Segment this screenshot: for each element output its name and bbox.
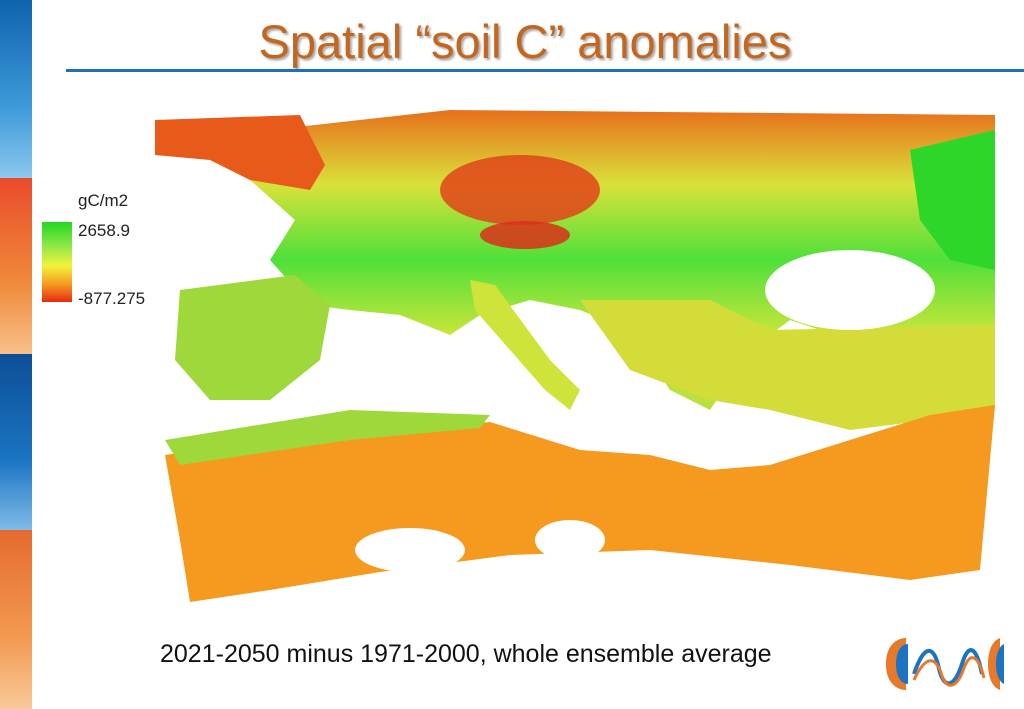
decorative-sidebar bbox=[0, 0, 32, 709]
italy bbox=[470, 280, 580, 410]
legend-max-value: 2658.9 bbox=[78, 221, 130, 240]
sidebar-band-orange bbox=[0, 178, 32, 354]
desert-gap-3 bbox=[630, 576, 710, 602]
legend-unit: gC/m2 bbox=[78, 191, 129, 210]
title-underline bbox=[66, 69, 1024, 72]
sidebar-band-blue bbox=[0, 354, 32, 530]
soil-carbon-anomaly-map bbox=[155, 110, 995, 602]
eastern-green-region bbox=[910, 130, 995, 270]
legend-min-value: -877.275 bbox=[78, 289, 146, 308]
legend-color-bar bbox=[42, 222, 72, 302]
desert-gap-1 bbox=[355, 528, 465, 572]
maghreb-coast bbox=[165, 410, 490, 465]
balkans-turkey bbox=[580, 300, 995, 430]
wave-logo-icon bbox=[886, 638, 1004, 690]
sidebar-band-orange-bottom bbox=[0, 530, 32, 709]
desert-gap-2 bbox=[535, 520, 605, 560]
central-europe-hotspot bbox=[440, 155, 600, 225]
black-sea bbox=[765, 250, 935, 330]
british-isles bbox=[155, 115, 325, 190]
map-caption: 2021-2050 minus 1971-2000, whole ensembl… bbox=[160, 640, 772, 668]
iberia bbox=[175, 275, 330, 400]
alps-hotspot bbox=[480, 221, 570, 249]
slide-title: Spatial “soil C” anomalies bbox=[258, 15, 792, 68]
europe-landmass bbox=[250, 110, 995, 410]
sidebar-band-blue-top bbox=[0, 0, 32, 178]
